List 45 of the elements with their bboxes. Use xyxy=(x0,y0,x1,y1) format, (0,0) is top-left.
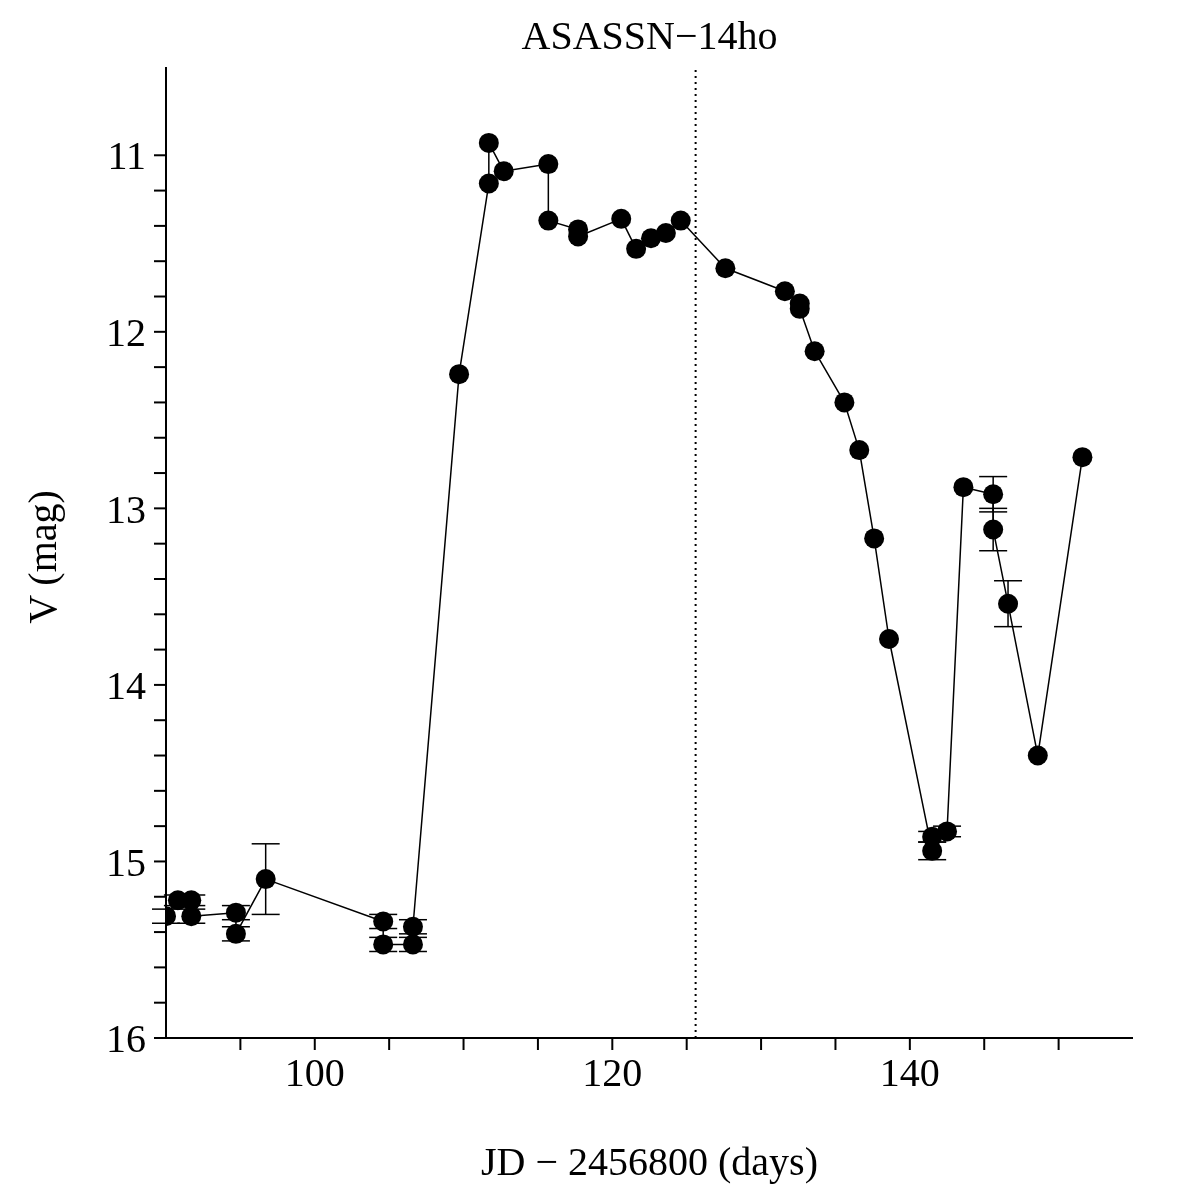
point xyxy=(181,906,202,927)
point xyxy=(670,210,691,231)
y-tick-label: 13 xyxy=(106,486,146,532)
y-tick-label: 16 xyxy=(106,1016,146,1062)
point xyxy=(402,934,423,955)
point xyxy=(953,477,974,498)
point xyxy=(373,911,394,932)
x-tick-label: 140 xyxy=(879,1050,940,1096)
point xyxy=(493,161,514,182)
point xyxy=(983,519,1004,540)
y-tick-label: 15 xyxy=(106,839,146,885)
point xyxy=(478,173,499,194)
point xyxy=(449,364,470,385)
point xyxy=(879,629,900,650)
point xyxy=(478,132,499,153)
point xyxy=(611,208,632,229)
y-tick-label: 14 xyxy=(106,663,146,709)
x-tick-label: 120 xyxy=(582,1050,643,1096)
point xyxy=(538,154,559,175)
point xyxy=(225,902,246,923)
point xyxy=(655,222,676,243)
point xyxy=(626,238,647,259)
point xyxy=(834,392,855,413)
point xyxy=(402,916,423,937)
point xyxy=(1027,745,1048,766)
y-tick-label: 11 xyxy=(107,133,146,179)
point xyxy=(983,484,1004,505)
chart-title: ASASSN−14ho xyxy=(520,12,779,59)
point xyxy=(804,341,825,362)
y-axis-title: V (mag) xyxy=(18,490,66,624)
point xyxy=(998,593,1019,614)
point xyxy=(225,923,246,944)
point xyxy=(715,258,736,279)
point xyxy=(255,869,276,890)
point xyxy=(1072,447,1093,468)
point xyxy=(937,821,958,842)
x-axis-title: JD − 2456800 (days) xyxy=(480,1138,819,1185)
point xyxy=(538,210,559,231)
y-tick-label: 12 xyxy=(106,310,146,356)
point xyxy=(181,890,202,911)
point xyxy=(774,281,795,302)
point xyxy=(373,934,394,955)
x-tick-label: 100 xyxy=(284,1050,345,1096)
point xyxy=(864,528,885,549)
point xyxy=(849,440,870,461)
